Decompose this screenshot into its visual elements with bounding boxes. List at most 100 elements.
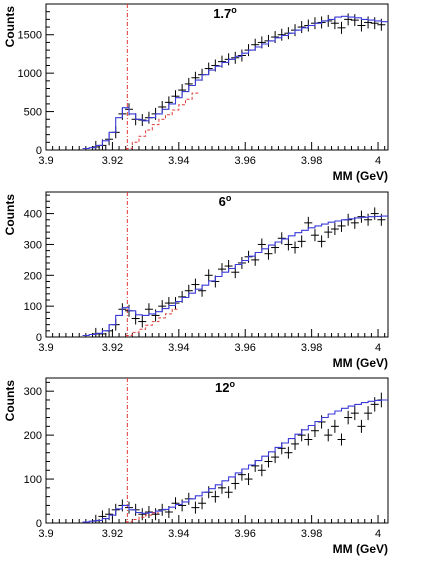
data-point — [357, 419, 366, 433]
y-tick-label: 200 — [24, 270, 42, 282]
data-point — [364, 16, 373, 29]
panel-title: 1.7o — [213, 5, 237, 21]
y-tick-label: 500 — [24, 107, 42, 119]
y-tick-label: 200 — [24, 430, 42, 442]
y-tick-label: 300 — [24, 239, 42, 251]
data-point — [264, 455, 273, 468]
data-point — [198, 497, 207, 510]
y-axis-title: Counts — [3, 6, 17, 48]
x-tick-label: 3.9 — [38, 155, 53, 167]
data-point — [297, 21, 306, 34]
data-point — [138, 508, 147, 521]
data-point — [244, 473, 253, 486]
data-point — [257, 464, 266, 477]
x-axis-title: MM (GeV) — [333, 169, 388, 183]
data-point — [191, 278, 200, 291]
y-tick-label: 100 — [24, 301, 42, 313]
plot-frame — [45, 3, 389, 151]
x-axis-title: MM (GeV) — [333, 542, 388, 556]
panel-2: 3.9 3.92 3.94 3.96 3.98 4 0 100 200 300 400 MM (GeV… — [3, 191, 389, 370]
x-tick-label: 3.94 — [168, 155, 189, 167]
x-tick-label: 3.9 — [38, 528, 53, 540]
data-point — [370, 397, 379, 412]
data-point — [284, 238, 293, 251]
x-tick-label: 3.92 — [102, 342, 123, 354]
fit-background-line — [125, 92, 199, 149]
panel-3: 3.9 3.92 3.94 3.96 3.98 4 0 100 200 300 MM (GeV) Co… — [3, 377, 389, 556]
data-point — [344, 13, 353, 26]
x-tick-label: 3.94 — [168, 342, 189, 354]
data-point — [224, 486, 233, 499]
x-tick-label: 3.96 — [235, 155, 256, 167]
data-point — [324, 226, 333, 239]
data-point — [357, 19, 366, 32]
y-tick-label: 100 — [24, 474, 42, 486]
y-tick-label: 1000 — [18, 68, 42, 80]
data-point — [304, 433, 313, 446]
data-point — [291, 241, 300, 254]
panel-1: 3.9 3.92 3.94 3.96 3.98 4 0 500 1000 1500 MM (GeV)… — [3, 3, 389, 183]
data-point — [310, 229, 319, 242]
y-tick-label: 0 — [36, 145, 42, 157]
x-tick-label: 3.98 — [301, 528, 322, 540]
fit-total-line — [82, 399, 388, 523]
data-point — [364, 406, 373, 421]
fit-total-line — [82, 215, 388, 337]
data-point — [337, 219, 346, 232]
x-tick-label: 4 — [375, 528, 381, 540]
data-point — [284, 446, 293, 459]
data-point — [337, 433, 346, 446]
data-point — [91, 327, 100, 337]
data-point — [271, 451, 280, 464]
y-axis-title: Counts — [3, 380, 17, 422]
plot-frame — [45, 377, 389, 524]
data-point — [350, 406, 359, 421]
data-point — [324, 428, 333, 442]
y-tick-label: 0 — [36, 332, 42, 344]
data-point — [144, 303, 153, 316]
x-tick-label: 3.94 — [168, 528, 189, 540]
data-point — [330, 419, 339, 433]
data-point — [138, 315, 147, 328]
data-point — [231, 477, 240, 490]
data-point — [364, 213, 373, 226]
x-tick-label: 3.96 — [235, 528, 256, 540]
x-tick-label: 4 — [375, 155, 381, 167]
x-tick-label: 3.9 — [38, 342, 53, 354]
data-point — [291, 437, 300, 450]
data-point — [344, 410, 353, 425]
x-tick-label: 3.92 — [102, 528, 123, 540]
x-tick-label: 3.98 — [301, 155, 322, 167]
data-point — [317, 235, 326, 248]
data-point — [191, 501, 200, 514]
x-tick-label: 3.96 — [235, 342, 256, 354]
data-point — [350, 14, 359, 27]
data-point — [370, 17, 379, 30]
y-axis-title: Counts — [3, 194, 17, 236]
plot-frame — [45, 191, 389, 338]
data-point — [330, 223, 339, 236]
data-point — [304, 216, 313, 229]
x-axis-title: MM (GeV) — [333, 356, 388, 370]
panel-title: 12o — [215, 379, 235, 395]
y-tick-label: 400 — [24, 209, 42, 221]
panel-title: 6o — [219, 193, 232, 209]
data-point — [204, 269, 213, 282]
data-point — [211, 490, 220, 503]
fit-background-line — [125, 308, 179, 336]
data-point — [264, 247, 273, 260]
y-tick-label: 1500 — [18, 30, 42, 42]
data-point — [297, 235, 306, 248]
data-point — [151, 508, 160, 521]
data-point — [370, 207, 379, 220]
x-tick-label: 3.98 — [301, 342, 322, 354]
fit-background-line — [125, 512, 159, 523]
y-tick-label: 0 — [36, 518, 42, 530]
data-point — [310, 424, 319, 438]
data-point — [277, 28, 286, 41]
x-tick-label: 4 — [375, 342, 381, 354]
data-point — [357, 210, 366, 223]
data-point — [337, 21, 346, 34]
x-tick-label: 3.92 — [102, 155, 123, 167]
